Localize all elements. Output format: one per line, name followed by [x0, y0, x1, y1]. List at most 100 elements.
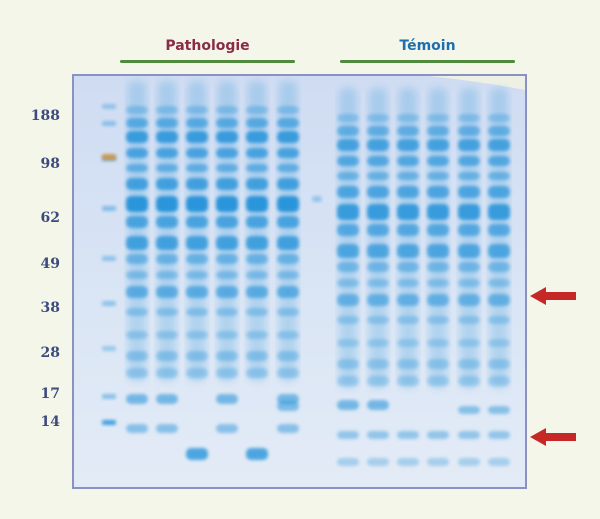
- gel-band: [246, 271, 268, 279]
- gel-band: [126, 131, 148, 143]
- gel-band: [277, 106, 299, 114]
- gel-band: [102, 121, 116, 126]
- gel-band: [216, 148, 238, 158]
- gel-band: [458, 359, 480, 369]
- gel-band: [156, 424, 178, 433]
- gel-band: [156, 368, 178, 378]
- gel-band: [126, 308, 148, 316]
- gel-band: [427, 204, 449, 220]
- gel-band: [337, 224, 359, 236]
- gel-band: [186, 254, 208, 264]
- gel-band: [126, 118, 148, 128]
- gel-band: [397, 204, 419, 220]
- gel-band: [488, 244, 510, 258]
- gel-band: [427, 294, 449, 306]
- gel-band: [337, 172, 359, 180]
- gel-band: [126, 271, 148, 279]
- gel-band: [488, 339, 510, 347]
- gel-band: [367, 359, 389, 369]
- gel-band: [102, 256, 116, 261]
- gel-band: [367, 186, 389, 198]
- gel-band: [126, 148, 148, 158]
- gel-band: [186, 131, 208, 143]
- gel-band: [397, 172, 419, 180]
- mw-label-188: 188: [30, 108, 60, 124]
- gel-band: [458, 186, 480, 198]
- gel-band: [246, 286, 268, 298]
- gel-band: [367, 458, 389, 466]
- gel-band: [458, 139, 480, 151]
- gel-band: [186, 236, 208, 250]
- gel-band: [216, 236, 238, 250]
- gel-band: [246, 368, 268, 378]
- gel-band: [367, 139, 389, 151]
- gel-band: [102, 394, 116, 399]
- gel-band: [488, 114, 510, 122]
- gel-band: [458, 114, 480, 122]
- gel-band: [126, 331, 148, 339]
- gel-band: [156, 106, 178, 114]
- group-bar-temoin: [340, 60, 515, 63]
- gel-band: [397, 139, 419, 151]
- gel-band: [397, 114, 419, 122]
- gel-band: [488, 172, 510, 180]
- gel-band: [427, 114, 449, 122]
- gel-band: [427, 262, 449, 272]
- gel-band: [397, 431, 419, 439]
- gel-band: [277, 164, 299, 172]
- gel-band: [126, 164, 148, 172]
- gel-band: [246, 196, 268, 212]
- gel-band: [367, 279, 389, 287]
- gel-band: [246, 254, 268, 264]
- gel-band: [367, 316, 389, 324]
- gel-band: [458, 458, 480, 466]
- gel-band: [156, 236, 178, 250]
- gel-band: [397, 156, 419, 166]
- gel-band: [156, 131, 178, 143]
- gel-band: [277, 368, 299, 378]
- gel-band: [216, 254, 238, 264]
- gel-band: [488, 406, 510, 414]
- gel-band: [397, 186, 419, 198]
- gel-band: [126, 394, 148, 404]
- gel-band: [277, 254, 299, 264]
- gel-band: [156, 196, 178, 212]
- gel-band: [277, 118, 299, 128]
- gel-band: [216, 178, 238, 190]
- gel-band: [458, 376, 480, 386]
- gel-image: [74, 76, 525, 487]
- gel-band: [337, 316, 359, 324]
- mw-label-49: 49: [40, 256, 60, 272]
- gel-band: [397, 376, 419, 386]
- gel-band: [337, 359, 359, 369]
- gel-band: [216, 271, 238, 279]
- gel-band: [216, 196, 238, 212]
- gel-band: [397, 126, 419, 136]
- gel-band: [337, 279, 359, 287]
- gel-band: [458, 244, 480, 258]
- arrow-icon: [530, 428, 576, 446]
- gel-band: [488, 224, 510, 236]
- gel-band: [216, 286, 238, 298]
- gel-band: [186, 308, 208, 316]
- gel-band: [216, 106, 238, 114]
- gel-band: [458, 431, 480, 439]
- gel-band: [186, 164, 208, 172]
- electrophoresis-gel: [72, 74, 527, 489]
- gel-band: [277, 331, 299, 339]
- gel-band: [186, 351, 208, 361]
- gel-band: [126, 254, 148, 264]
- gel-band: [156, 308, 178, 316]
- gel-band: [397, 359, 419, 369]
- gel-band: [216, 331, 238, 339]
- mw-label-98: 98: [40, 156, 60, 172]
- gel-band: [337, 431, 359, 439]
- gel-band: [277, 286, 299, 298]
- group-label-temoin: Témoin: [399, 38, 456, 54]
- gel-band: [458, 406, 480, 414]
- gel-band: [246, 131, 268, 143]
- gel-band: [186, 106, 208, 114]
- gel-band: [458, 156, 480, 166]
- gel-band: [246, 106, 268, 114]
- gel-band: [126, 368, 148, 378]
